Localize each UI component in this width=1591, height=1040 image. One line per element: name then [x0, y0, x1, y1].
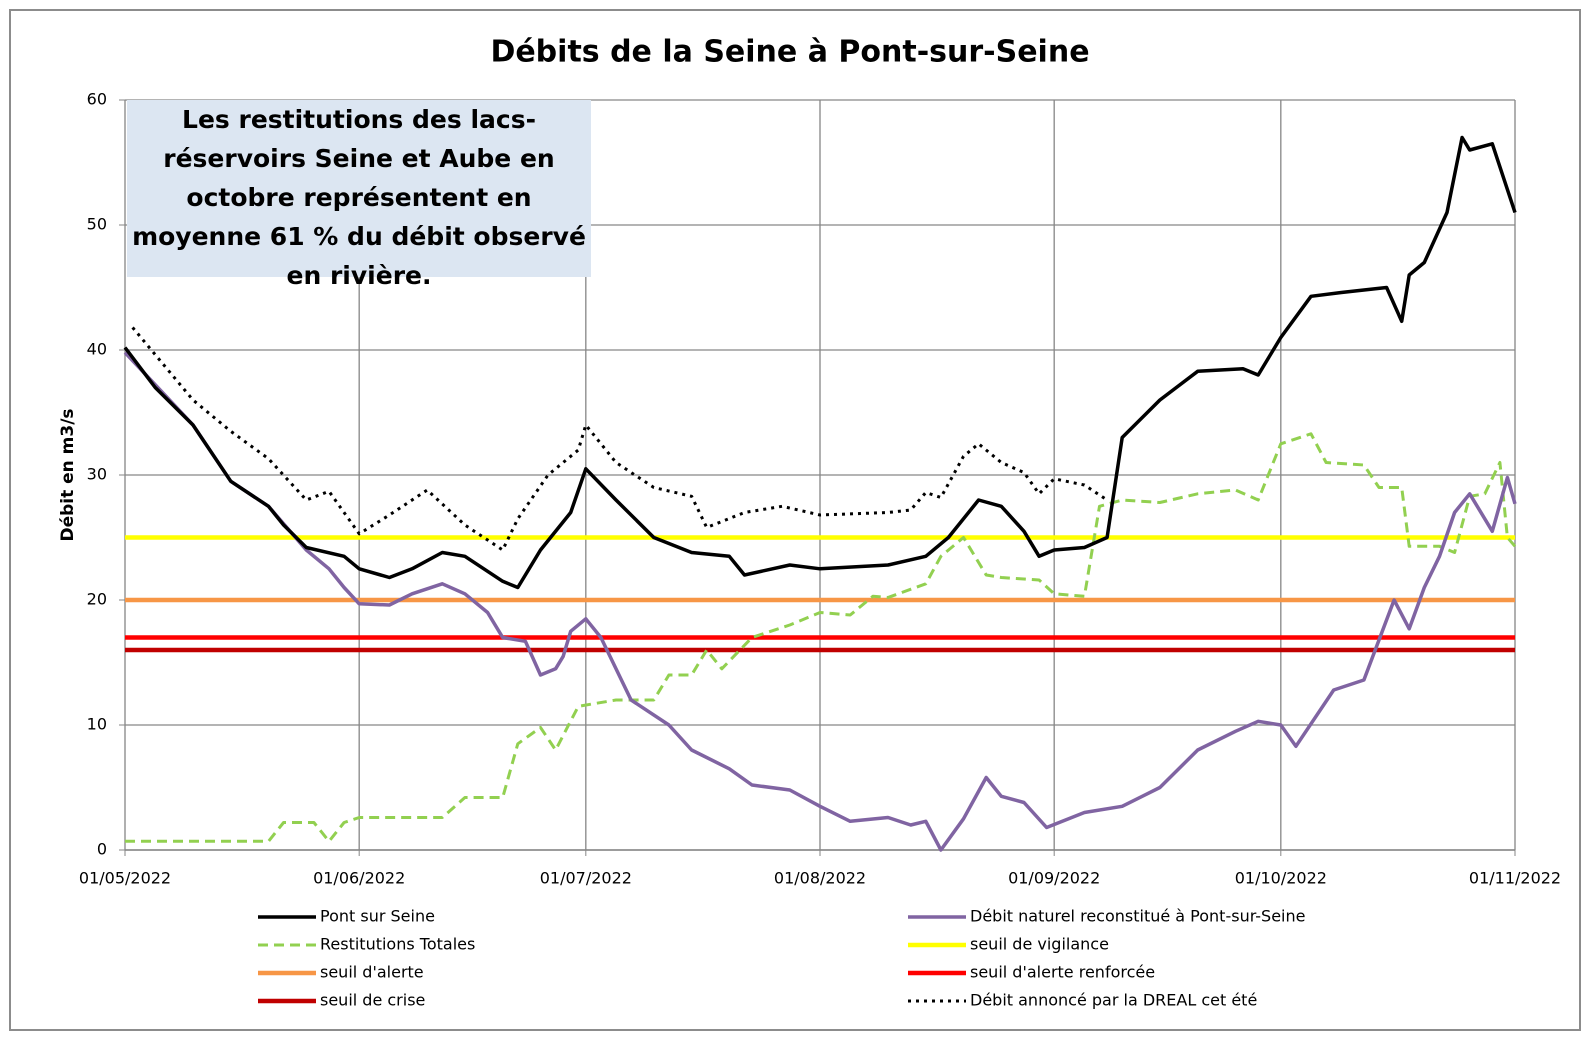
- y-axis-label: Débit en m3/s: [58, 408, 78, 541]
- series-line: [131, 326, 1108, 552]
- x-tick-label: 01/06/2022: [313, 869, 405, 888]
- y-tick-label: 20: [87, 590, 107, 609]
- y-tick-label: 50: [87, 215, 107, 234]
- annotation: Les restitutions des lacs-réservoirs Sei…: [127, 100, 591, 290]
- x-tick-label: 01/08/2022: [774, 869, 866, 888]
- legend-label: Débit annoncé par la DREAL cet été: [970, 991, 1257, 1010]
- x-tick-label: 01/10/2022: [1235, 869, 1327, 888]
- y-tick-label: 40: [87, 340, 107, 359]
- y-tick-label: 30: [87, 465, 107, 484]
- legend-label: Débit naturel reconstitué à Pont-sur-Sei…: [970, 907, 1305, 926]
- y-tick-label: 10: [87, 715, 107, 734]
- y-tick-label: 60: [87, 90, 107, 109]
- legend-label: seuil de vigilance: [970, 935, 1109, 954]
- legend-label: seuil d'alerte: [320, 963, 424, 982]
- x-tick-label: 01/11/2022: [1469, 869, 1561, 888]
- legend-label: Restitutions Totales: [320, 935, 475, 954]
- series-line: [123, 351, 1517, 852]
- chart-title: Débits de la Seine à Pont-sur-Seine: [490, 35, 1089, 70]
- series-line: [123, 135, 1517, 590]
- series-line: [125, 432, 1517, 843]
- y-tick-label: 0: [97, 840, 107, 859]
- legend-label: seuil de crise: [320, 991, 425, 1010]
- x-tick-label: 01/05/2022: [79, 869, 171, 888]
- x-tick-label: 01/09/2022: [1008, 869, 1100, 888]
- x-tick-label: 01/07/2022: [540, 869, 632, 888]
- legend-label: Pont sur Seine: [320, 907, 435, 926]
- legend-label: seuil d'alerte renforcée: [970, 963, 1155, 982]
